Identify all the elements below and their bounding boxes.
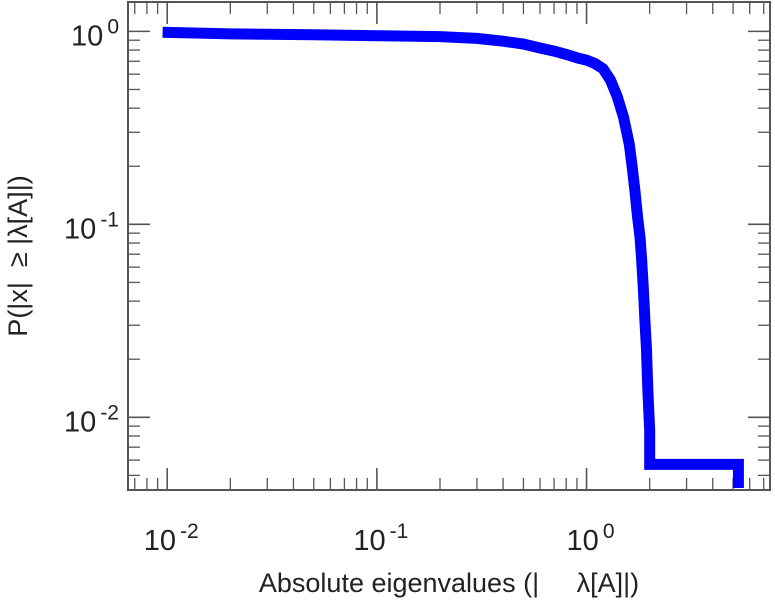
x-tick-labels: 10 -2 10 -1 10 0 xyxy=(144,520,615,557)
y-tick-label: 10 -1 xyxy=(64,208,119,245)
y-tick-label: 10 0 xyxy=(71,15,119,52)
plot-frame xyxy=(127,1,771,491)
x-axis-label: Absolute eigenvalues (| λ[A]|) xyxy=(259,568,639,598)
x-tick-label: 10 -1 xyxy=(353,520,408,557)
major-ticks xyxy=(128,2,770,490)
y-axis-label: P(|x| ≥ |λ[A]|) xyxy=(3,175,33,336)
y-tick-label: 10 -2 xyxy=(64,401,119,438)
x-tick-label: 10 0 xyxy=(567,520,615,557)
minor-ticks xyxy=(128,2,770,490)
x-tick-label: 10 -2 xyxy=(144,520,199,557)
series-line xyxy=(162,26,744,488)
